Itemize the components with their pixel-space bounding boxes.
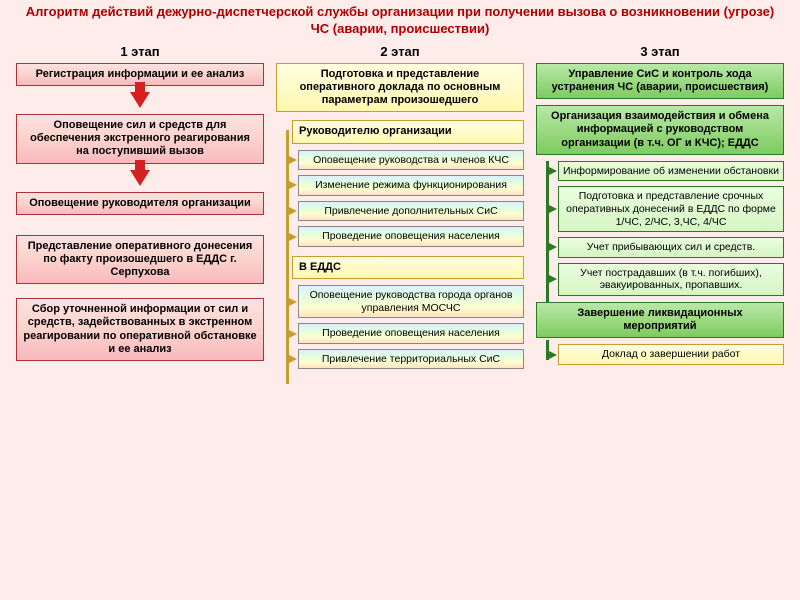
c2-sub-territ-forces: Привлечение территориальных СиС: [298, 349, 524, 370]
c1-box-report-edds: Представление оперативного донесения по …: [16, 235, 264, 285]
c1-box-collect-info: Сбор уточненной информации от сил и сред…: [16, 298, 264, 361]
c3-sub-victims-count: Учет пострадавших (в т.ч. погибших), эва…: [558, 263, 784, 296]
c3-sub-final-report: Доклад о завершении работ: [558, 344, 784, 365]
c3-sub-inform: Информирование об изменении обстановки: [558, 161, 784, 182]
connector-bar: [286, 264, 289, 384]
c2-sub-popul-notify1: Проведение оповещения населения: [298, 226, 524, 247]
c1-box-notify-head: Оповещение руководителя организации: [16, 192, 264, 215]
arrow-down-icon: [130, 92, 150, 108]
stage-3-label: 3 этап: [536, 44, 784, 59]
c3-sub-urgent-reports: Подготовка и представление срочных опера…: [558, 186, 784, 232]
arrow-right-icon: [289, 355, 297, 363]
c2-head-edds: В ЕДДС: [292, 256, 524, 279]
stage-1-label: 1 этап: [16, 44, 264, 59]
arrow-right-icon: [289, 298, 297, 306]
c3-box-coord: Организация взаимодействия и обмена инфо…: [536, 105, 784, 155]
stage-2-label: 2 этап: [276, 44, 524, 59]
arrow-right-icon: [289, 156, 297, 164]
stage-1-column: 1 этап Регистрация информации и ее анали…: [10, 44, 270, 375]
c2-box-report-prep: Подготовка и представление оперативного …: [276, 63, 524, 113]
c3-box-control: Управление СиС и контроль хода устранени…: [536, 63, 784, 99]
arrow-right-icon: [549, 243, 557, 251]
c2-sub-add-forces: Привлечение дополнительных СиС: [298, 201, 524, 222]
arrow-right-icon: [549, 275, 557, 283]
diagram-title: Алгоритм действий дежурно-диспетчерской …: [0, 0, 800, 44]
c3-box-finish: Завершение ликвидационных мероприятий: [536, 302, 784, 338]
arrow-right-icon: [289, 233, 297, 241]
c3-sub-forces-count: Учет прибывающих сил и средств.: [558, 237, 784, 258]
arrow-right-icon: [289, 207, 297, 215]
stage-3-column: 3 этап Управление СиС и контроль хода ус…: [530, 44, 790, 375]
c2-sub-mode-change: Изменение режима функционирования: [298, 175, 524, 196]
arrow-right-icon: [549, 205, 557, 213]
c2-sub-city-notify: Оповещение руководства города органов уп…: [298, 285, 524, 318]
arrow-down-icon: [130, 170, 150, 186]
c2-sub-notify-kchs: Оповещение руководства и членов КЧС: [298, 150, 524, 171]
arrow-right-icon: [289, 330, 297, 338]
arrow-right-icon: [549, 351, 557, 359]
c2-head-org: Руководителю организации: [292, 120, 524, 143]
stage-2-column: 2 этап Подготовка и представление операт…: [270, 44, 530, 375]
arrow-right-icon: [289, 181, 297, 189]
arrow-right-icon: [549, 167, 557, 175]
c2-sub-popul-notify2: Проведение оповещения населения: [298, 323, 524, 344]
c1-box-notify-forces: Оповещение сил и средств для обеспечения…: [16, 114, 264, 164]
diagram-body: 1 этап Регистрация информации и ее анали…: [0, 44, 800, 375]
